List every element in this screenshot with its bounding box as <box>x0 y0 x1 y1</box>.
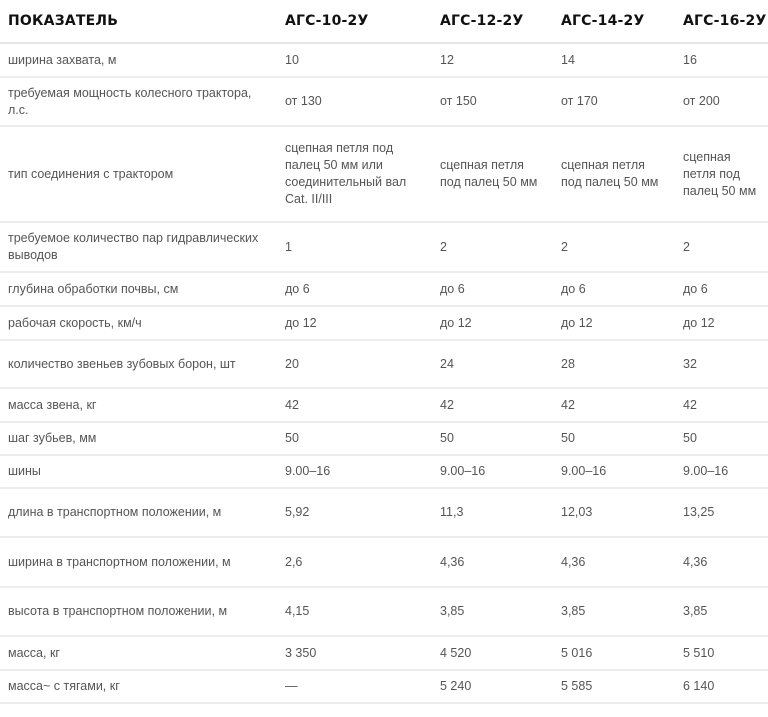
cell-value: 32 <box>675 341 768 389</box>
header-row: ПОКАЗАТЕЛЬ АГС-10-2У АГС-12-2У АГС-14-2У АГС… <box>0 0 768 44</box>
cell-value: 42 <box>432 389 553 423</box>
row-label: количество звеньев зубовых борон, шт <box>0 341 277 389</box>
cell-value: от 170 <box>553 78 675 127</box>
row-label: ширина захвата, м <box>0 44 277 78</box>
row-label: требуемое количество пар гидравлических … <box>0 223 277 273</box>
table-row: ширина захвата, м 10 12 14 16 <box>0 44 768 78</box>
table-row: ширина в транспортном положении, м 2,6 4,3… <box>0 538 768 588</box>
cell-value: 12 <box>432 44 553 78</box>
cell-value: 13,25 <box>675 489 768 538</box>
cell-value: 20 <box>277 341 432 389</box>
cell-value: 14 <box>553 44 675 78</box>
cell-value: до 12 <box>553 307 675 341</box>
cell-value: 50 <box>432 423 553 456</box>
row-label: требуемая мощность колесного трактора, л… <box>0 78 277 127</box>
cell-value: до 6 <box>277 273 432 307</box>
column-header-parameter: ПОКАЗАТЕЛЬ <box>0 0 277 44</box>
cell-value: 3,85 <box>553 588 675 637</box>
table-row: масса, кг 3 350 4 520 5 016 5 510 <box>0 637 768 671</box>
cell-value: — <box>277 671 432 704</box>
cell-value: сцепная петля под палец 50 мм <box>432 127 553 223</box>
cell-value: 4,36 <box>553 538 675 588</box>
cell-value: 3,85 <box>432 588 553 637</box>
table-row: длина в транспортном положении, м 5,92 11,… <box>0 489 768 538</box>
cell-value: 9.00–16 <box>675 456 768 489</box>
cell-value: 3 350 <box>277 637 432 671</box>
cell-value: 50 <box>553 423 675 456</box>
cell-value: 5 240 <box>432 671 553 704</box>
table-row: масса~ с тягами, кг —5 240 5 585 6 140 <box>0 671 768 704</box>
row-label: шаг зубьев, мм <box>0 423 277 456</box>
cell-value: 5 585 <box>553 671 675 704</box>
cell-value: до 12 <box>675 307 768 341</box>
row-label: ширина в транспортном положении, м <box>0 538 277 588</box>
cell-value: сцепная петля под палец 50 мм или соедин… <box>277 127 432 223</box>
cell-value: 5 510 <box>675 637 768 671</box>
row-label: высота в транспортном положении, м <box>0 588 277 637</box>
cell-value: 2,6 <box>277 538 432 588</box>
cell-value: 9.00–16 <box>553 456 675 489</box>
cell-value: 4,15 <box>277 588 432 637</box>
table-row: масса звена, кг 42 42 42 42 <box>0 389 768 423</box>
table-row: шины 9.00–16 9.00–16 9.00–16 9.00–16 <box>0 456 768 489</box>
column-header-model: АГС-12-2У <box>432 0 553 44</box>
table-row: высота в транспортном положении, м 4,15 3,… <box>0 588 768 637</box>
cell-value: 6 140 <box>675 671 768 704</box>
table-row: шаг зубьев, мм 50 50 50 50 <box>0 423 768 456</box>
cell-value: 2 <box>432 223 553 273</box>
cell-value: до 6 <box>432 273 553 307</box>
cell-value: от 130 <box>277 78 432 127</box>
cell-value: 2 <box>553 223 675 273</box>
row-label: глубина обработки почвы, см <box>0 273 277 307</box>
row-label: масса звена, кг <box>0 389 277 423</box>
cell-value: 5,92 <box>277 489 432 538</box>
cell-value: 42 <box>675 389 768 423</box>
cell-value: 4,36 <box>432 538 553 588</box>
cell-value: 4 520 <box>432 637 553 671</box>
cell-value: 11,3 <box>432 489 553 538</box>
cell-value: сцепная петля под палец 50 мм <box>675 127 768 223</box>
cell-value: до 6 <box>675 273 768 307</box>
cell-value: 4,36 <box>675 538 768 588</box>
row-label: тип соединения с трактором <box>0 127 277 223</box>
column-header-model: АГС-16-2У <box>675 0 768 44</box>
cell-value: 24 <box>432 341 553 389</box>
table-row: требуемая мощность колесного трактора, л… <box>0 78 768 127</box>
cell-value: 50 <box>277 423 432 456</box>
cell-value: 28 <box>553 341 675 389</box>
cell-value: от 150 <box>432 78 553 127</box>
cell-value: сцепная петля под палец 50 мм <box>553 127 675 223</box>
cell-value: от 200 <box>675 78 768 127</box>
row-label: масса~ с тягами, кг <box>0 671 277 704</box>
column-header-model: АГС-14-2У <box>553 0 675 44</box>
row-label: рабочая скорость, км/ч <box>0 307 277 341</box>
cell-value: 16 <box>675 44 768 78</box>
cell-value: до 12 <box>432 307 553 341</box>
cell-value: до 6 <box>553 273 675 307</box>
cell-value: 42 <box>553 389 675 423</box>
cell-value: до 12 <box>277 307 432 341</box>
column-header-model: АГС-10-2У <box>277 0 432 44</box>
row-label: длина в транспортном положении, м <box>0 489 277 538</box>
cell-value: 50 <box>675 423 768 456</box>
cell-value: 9.00–16 <box>277 456 432 489</box>
cell-value: 10 <box>277 44 432 78</box>
table-row: количество звеньев зубовых борон, шт 20 24… <box>0 341 768 389</box>
table-row: тип соединения с трактором сцепная петля … <box>0 127 768 223</box>
cell-value: 12,03 <box>553 489 675 538</box>
cell-value: 42 <box>277 389 432 423</box>
table-row: требуемое количество пар гидравлических … <box>0 223 768 273</box>
row-label: шины <box>0 456 277 489</box>
cell-value: 2 <box>675 223 768 273</box>
cell-value: 1 <box>277 223 432 273</box>
cell-value: 3,85 <box>675 588 768 637</box>
cell-value: 5 016 <box>553 637 675 671</box>
row-label: масса, кг <box>0 637 277 671</box>
cell-value: 9.00–16 <box>432 456 553 489</box>
table-row: рабочая скорость, км/ч до 12 до 12 до 12 до … <box>0 307 768 341</box>
